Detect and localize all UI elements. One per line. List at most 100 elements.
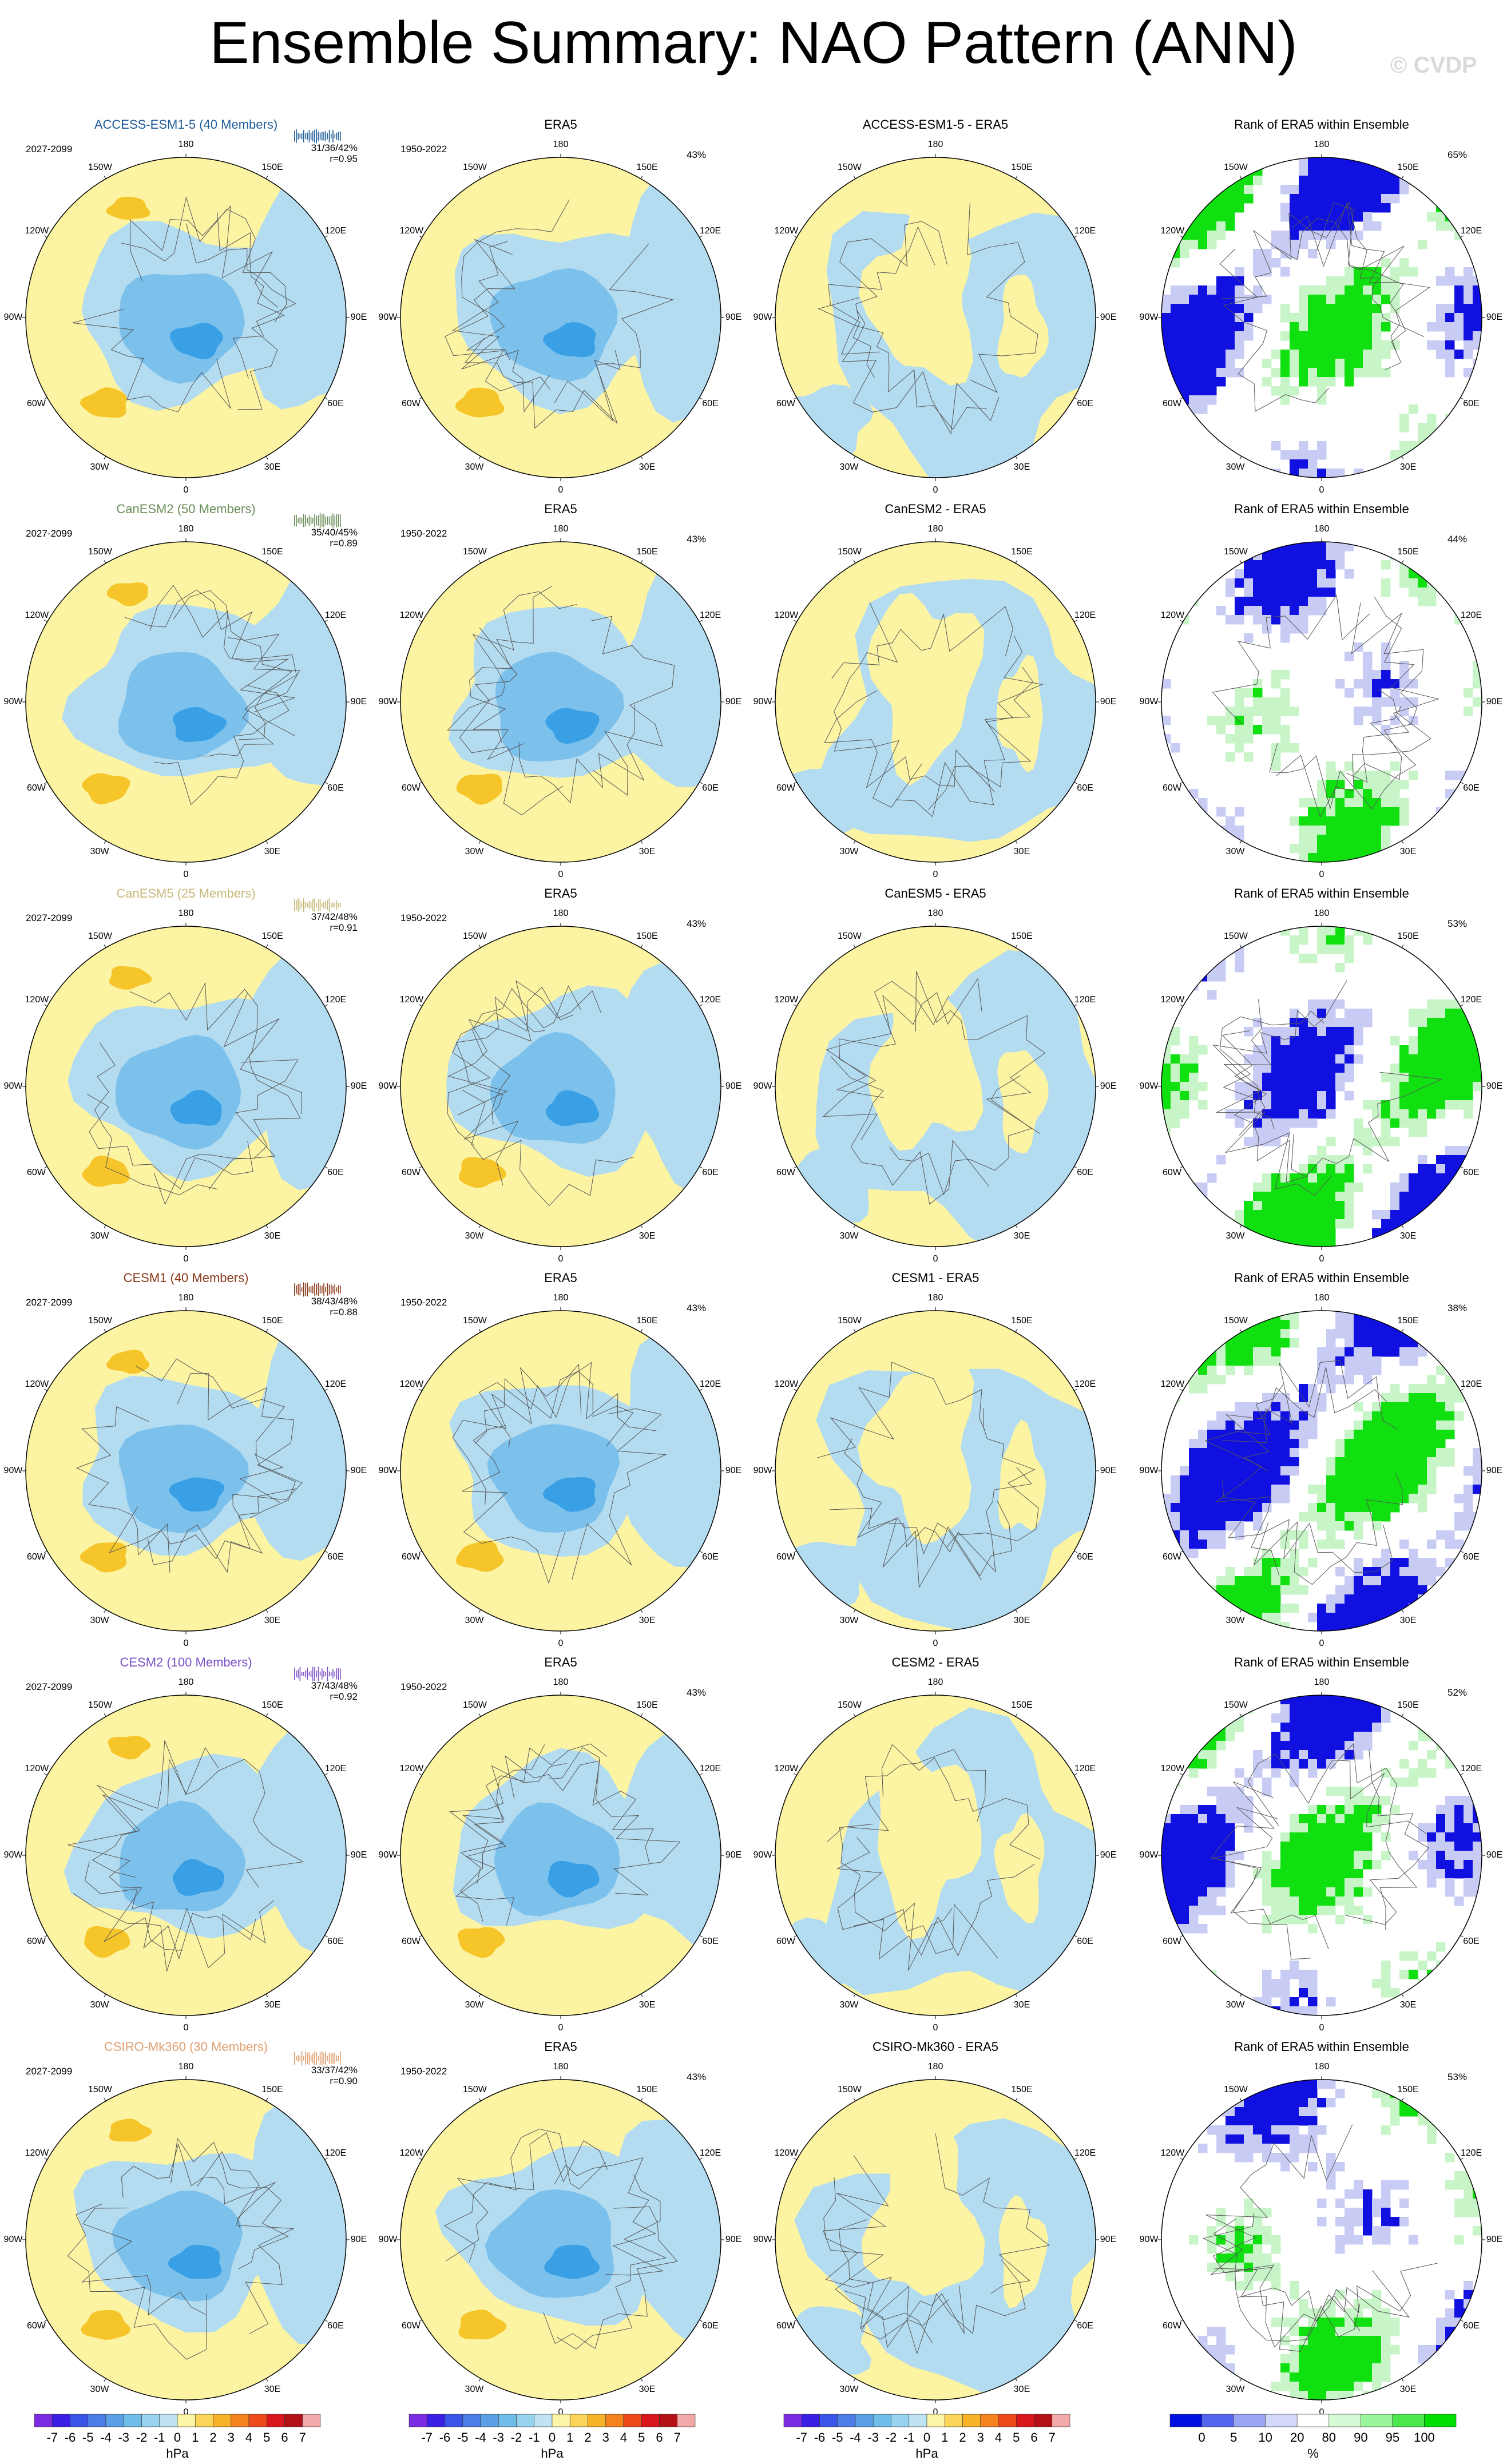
lon-label: 150E xyxy=(636,2085,658,2095)
spread-bar xyxy=(340,2051,341,2066)
lon-tick xyxy=(44,781,47,784)
spread-bar xyxy=(299,1667,301,1681)
colorbar-tick-label: -3 xyxy=(493,2430,505,2445)
lon-label: 150W xyxy=(1224,547,1248,557)
lon-tick xyxy=(1239,1994,1242,1997)
polar-map xyxy=(1158,538,1485,866)
spread-bar xyxy=(332,513,334,528)
lon-label: 120W xyxy=(774,1379,799,1389)
spread-bar xyxy=(327,1283,328,1296)
negative-core xyxy=(545,708,600,744)
lon-label: 120W xyxy=(399,226,424,236)
stats-pct: 35/40/45% xyxy=(311,527,358,538)
lon-tick xyxy=(853,1713,856,1717)
positive-region xyxy=(867,593,985,786)
lon-tick xyxy=(478,840,481,844)
lon-label: 180 xyxy=(178,908,194,918)
lon-label: 120E xyxy=(1074,2148,1096,2158)
lon-label: 90W xyxy=(1139,1850,1159,1860)
lon-label: 60W xyxy=(776,2321,795,2331)
map-field xyxy=(775,926,1096,1247)
panel-title: Rank of ERA5 within Ensemble xyxy=(1234,1271,1409,1285)
negative-core xyxy=(173,707,227,742)
lon-label: 150E xyxy=(261,1316,283,1326)
colorbar-tick-label: 4 xyxy=(620,2430,628,2445)
spread-bar xyxy=(319,899,321,911)
lon-tick xyxy=(1460,781,1464,784)
panel-title: Rank of ERA5 within Ensemble xyxy=(1234,502,1409,516)
ensemble-stats: 38/43/48% r=0.88 xyxy=(277,1296,358,1318)
lon-tick xyxy=(1015,560,1018,564)
coastline xyxy=(881,1744,1041,1860)
spread-bar xyxy=(316,1671,317,1677)
colorbar-tick-label: 5 xyxy=(638,2430,645,2445)
lon-label: 180 xyxy=(1314,1293,1330,1303)
coastline xyxy=(1212,980,1347,1136)
lon-tick xyxy=(419,1004,422,1007)
colorbar-tick-label: 5 xyxy=(1230,2430,1238,2445)
lon-tick xyxy=(265,1994,268,1997)
lon-tick xyxy=(853,2098,856,2101)
spread-bar xyxy=(334,515,335,526)
coastline xyxy=(1291,1072,1442,1177)
polar-map xyxy=(22,923,350,1250)
period-label: 2027-2099 xyxy=(26,1297,73,1308)
spread-bar xyxy=(316,2052,317,2065)
coastline xyxy=(1351,602,1424,780)
lon-tick xyxy=(699,1935,703,1938)
colorbar-tick-label: -4 xyxy=(100,2430,112,2445)
lon-tick xyxy=(794,781,797,784)
coastline xyxy=(823,2177,949,2340)
ensemble-stats: 37/43/48% r=0.92 xyxy=(277,1680,358,1702)
spread-bar xyxy=(303,2056,304,2061)
coastline xyxy=(839,221,947,355)
stats-r: r=0.91 xyxy=(330,922,358,933)
spread-bar xyxy=(308,1672,310,1676)
coastline xyxy=(1254,1473,1403,1585)
stats-pct: 31/36/42% xyxy=(311,142,358,153)
lon-tick xyxy=(324,2319,328,2322)
lon-label: 0 xyxy=(933,2407,938,2417)
lon-label: 90W xyxy=(753,1081,772,1091)
negative-core xyxy=(544,2244,600,2279)
lon-label: 150W xyxy=(463,931,487,942)
coastline xyxy=(1211,1781,1311,1960)
period-label: 1950-2022 xyxy=(400,528,447,539)
map-field xyxy=(400,157,721,478)
positive-region xyxy=(109,2118,152,2142)
spread-bar xyxy=(299,2056,301,2061)
spread-bar xyxy=(298,2055,299,2062)
period-label: 1950-2022 xyxy=(400,1681,447,1692)
colorbar-tick-label: 20 xyxy=(1290,2430,1304,2445)
spread-bar xyxy=(303,1282,304,1297)
lon-tick xyxy=(640,1329,643,1332)
lon-label: 120W xyxy=(399,610,424,620)
lon-tick xyxy=(104,945,106,948)
colorbar-swatch xyxy=(88,2414,106,2427)
colorbar-swatch xyxy=(552,2414,570,2427)
colorbar-unit: % xyxy=(1307,2446,1319,2461)
lon-label: 0 xyxy=(183,2023,189,2033)
colorbar-obs xyxy=(409,2414,696,2427)
lon-tick xyxy=(44,1550,47,1553)
spread-bar xyxy=(305,514,306,527)
colorbar-swatch xyxy=(962,2414,981,2427)
rank-panel: Rank of ERA5 within Ensemble 180 150E 120E 9… xyxy=(1140,1655,1503,2033)
spread-bar xyxy=(332,2053,334,2064)
lon-label: 60W xyxy=(776,1552,795,1562)
lon-tick xyxy=(699,620,703,622)
coastline xyxy=(67,2203,207,2360)
period-label: 1950-2022 xyxy=(400,2066,447,2077)
spread-bar xyxy=(340,1285,341,1293)
spread-bar xyxy=(307,132,308,140)
diff-panel: CanESM2 - ERA5 180 150E 120E 90E 60E 30E 0 30W 60… xyxy=(754,502,1117,879)
lon-label: 30W xyxy=(1226,1615,1245,1625)
positive-region xyxy=(998,1419,1046,1530)
lon-label: 150E xyxy=(1397,1316,1419,1326)
lon-label: 120W xyxy=(1160,2148,1185,2158)
panel-title: CSIRO-Mk360 (30 Members) xyxy=(104,2040,268,2054)
lon-label: 180 xyxy=(553,1293,569,1303)
positive-region xyxy=(81,2310,131,2340)
spread-bar xyxy=(308,515,310,526)
lon-label: 120W xyxy=(25,995,49,1005)
